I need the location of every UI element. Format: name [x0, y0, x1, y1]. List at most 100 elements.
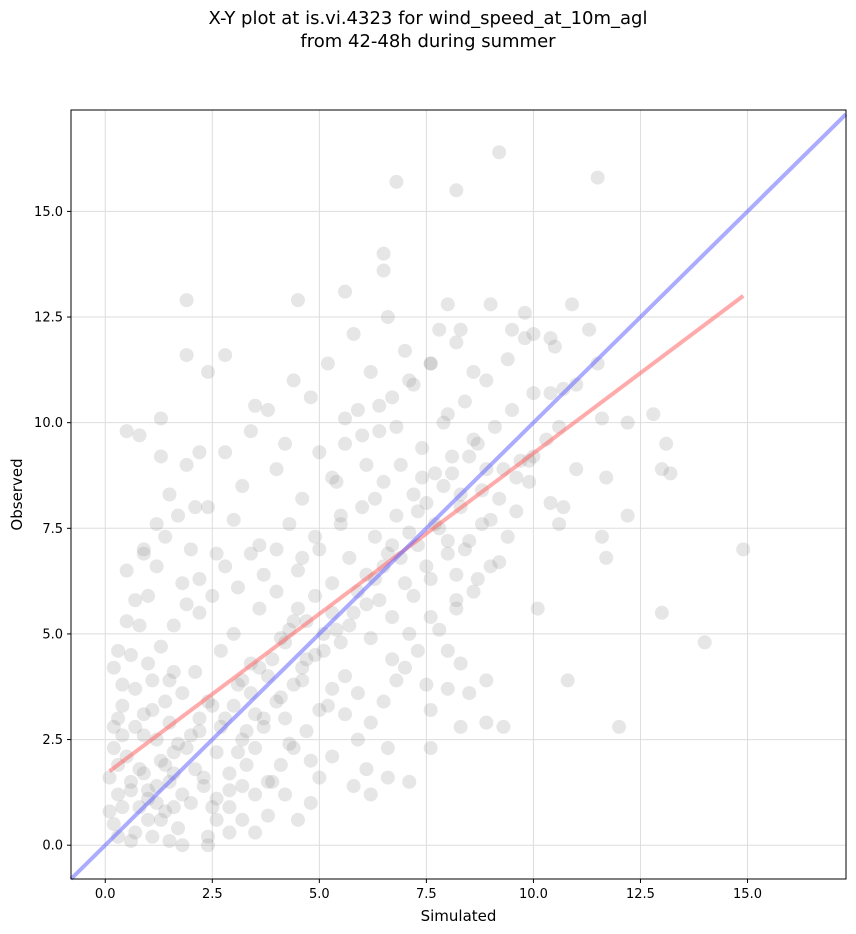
data-point — [205, 588, 220, 603]
data-point — [385, 538, 400, 553]
data-point — [350, 732, 365, 747]
data-point — [654, 605, 669, 620]
data-point — [350, 686, 365, 701]
data-point — [355, 500, 370, 515]
data-point — [171, 821, 186, 836]
data-point — [303, 390, 318, 405]
data-point — [265, 774, 280, 789]
data-points — [102, 145, 751, 853]
data-point — [312, 770, 327, 785]
data-point — [372, 424, 387, 439]
data-point — [295, 673, 310, 688]
x-tick-label: 10.0 — [519, 887, 548, 902]
data-point — [423, 356, 438, 371]
data-point — [419, 677, 434, 692]
data-point — [192, 605, 207, 620]
data-point — [123, 783, 138, 798]
data-point — [342, 618, 357, 633]
data-point — [393, 457, 408, 472]
data-point — [406, 377, 421, 392]
data-point — [410, 504, 425, 519]
data-point — [269, 542, 284, 557]
data-point — [235, 732, 250, 747]
data-point — [192, 724, 207, 739]
data-point — [479, 373, 494, 388]
data-point — [325, 576, 340, 591]
data-point — [115, 800, 130, 815]
data-point — [462, 449, 477, 464]
data-point — [423, 741, 438, 756]
data-point — [248, 741, 263, 756]
data-point — [389, 174, 404, 189]
data-point — [235, 673, 250, 688]
data-point — [141, 656, 156, 671]
x-tick-label: 5.0 — [309, 887, 330, 902]
data-point — [213, 643, 228, 658]
data-point — [308, 529, 323, 544]
data-point — [423, 356, 438, 371]
data-point — [115, 728, 130, 743]
fit-lines — [69, 112, 848, 881]
chart-title: X-Y plot at is.vi.4323 for wind_speed_at… — [208, 8, 648, 29]
data-point — [320, 356, 335, 371]
data-point — [517, 305, 532, 320]
data-point — [423, 702, 438, 717]
data-point — [179, 457, 194, 472]
data-point — [505, 402, 520, 417]
data-point — [286, 373, 301, 388]
data-point — [183, 542, 198, 557]
data-point — [149, 559, 164, 574]
data-point — [222, 766, 237, 781]
data-point — [355, 428, 370, 443]
data-point — [222, 783, 237, 798]
data-point — [440, 533, 455, 548]
data-point — [111, 787, 126, 802]
data-point — [526, 326, 541, 341]
data-point — [115, 677, 130, 692]
data-point — [175, 838, 190, 853]
data-point — [205, 800, 220, 815]
data-point — [205, 698, 220, 713]
data-point — [183, 728, 198, 743]
data-point — [612, 719, 627, 734]
x-tick-label: 12.5 — [626, 887, 655, 902]
data-point — [256, 719, 271, 734]
data-point — [402, 626, 417, 641]
data-point — [286, 741, 301, 756]
y-tick-label: 5.0 — [42, 627, 63, 642]
data-point — [663, 466, 678, 481]
data-point — [466, 432, 481, 447]
data-point — [500, 352, 515, 367]
data-point — [457, 394, 472, 409]
data-point — [312, 702, 327, 717]
data-point — [188, 500, 203, 515]
data-point — [235, 812, 250, 827]
data-point — [397, 343, 412, 358]
data-point — [368, 529, 383, 544]
data-point — [153, 411, 168, 426]
data-point — [260, 774, 275, 789]
data-point — [380, 770, 395, 785]
data-point — [659, 436, 674, 451]
data-point — [123, 648, 138, 663]
data-point — [128, 719, 143, 734]
data-point — [376, 246, 391, 261]
data-point — [333, 635, 348, 650]
data-point — [162, 487, 177, 502]
data-point — [338, 436, 353, 451]
chart-subtitle: from 42-48h during summer — [300, 31, 556, 52]
data-point — [273, 757, 288, 772]
data-point — [119, 563, 134, 578]
data-point — [346, 326, 361, 341]
data-point — [119, 614, 134, 629]
data-point — [106, 660, 121, 675]
data-point — [136, 766, 151, 781]
data-point — [564, 297, 579, 312]
data-point — [453, 719, 468, 734]
data-point — [201, 500, 216, 515]
data-point — [132, 762, 147, 777]
data-point — [509, 504, 524, 519]
data-point — [218, 445, 233, 460]
data-point — [363, 364, 378, 379]
